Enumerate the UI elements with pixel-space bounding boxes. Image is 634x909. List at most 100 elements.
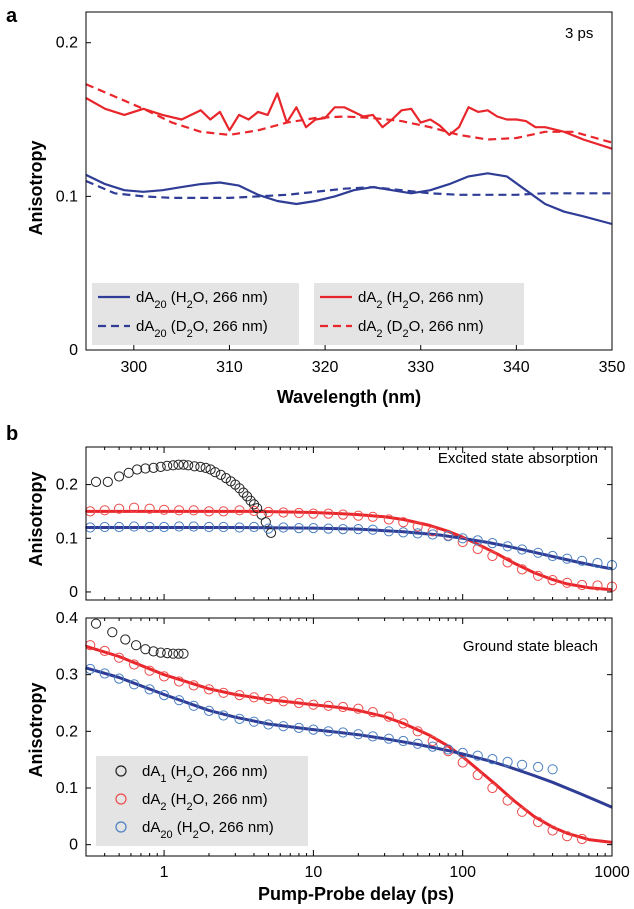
panel-label-b: b [6,423,18,445]
chart-b-bottom-point-s3 [308,724,319,735]
chart-b-top-point-s3 [337,524,349,535]
chart-b-top-annotation: Excited state absorption [438,450,598,467]
chart-b-bottom-point-s3 [533,761,544,773]
chart-b-bottom-point-s2 [412,726,423,737]
chart-b-bottom-point-s3 [502,756,513,768]
chart-b-top-point-s2 [278,507,289,518]
chart-b-bottom-point-s3 [293,722,304,734]
chart-b-bottom-point-s3 [174,695,185,706]
chart-b-top-point-s2 [502,557,513,568]
chart-b-top-point-s3 [547,550,558,562]
chart-b-bottom-point-s3 [383,733,394,744]
chart-b-top-point-s2 [457,536,468,548]
chart-b-top-point-s2 [472,543,483,555]
chart-b-top-point-s2 [367,511,378,522]
chart-b-bottom-point-s2 [114,652,125,663]
chart-b-bottom-point-s3 [547,764,558,775]
chart-b-bottom-point-s3 [99,668,110,679]
chart-b-top-point-s2 [203,506,215,517]
chart-b-top-point-s3 [234,522,245,533]
chart-b-top-point-s2 [234,505,245,516]
chart-b-top-point-s2 [562,577,573,588]
chart-b-top-point-s2 [293,507,304,519]
chart-b-top-point-s2 [114,503,125,514]
chart-b-top-point-s2 [576,579,588,591]
chart-b-top-point-s1 [189,461,200,472]
chart-b-bottom-frame [85,617,613,857]
chart-b-top-point-s3 [457,533,468,544]
chart-b-top-point-s1 [248,499,260,510]
chart-a-series-line-4 [85,83,613,144]
chart-b-bottom-point-s3 [218,710,229,721]
chart-b-bottom-point-s3 [188,700,199,711]
chart-a-series-line-2 [85,179,612,199]
chart-a-annotation: 3 ps [565,25,593,42]
chart-b-top-point-s3 [99,521,110,533]
chart-b-top-point-s2 [353,510,364,521]
chart-b-top-point-s3 [367,524,378,535]
chart-a: 3 ps Wavelength (nm) Anisotropy 300 310 32… [26,11,625,407]
chart-b-bottom-legend-marker-2 [115,793,127,805]
chart-b-top-point-s3 [174,521,185,532]
chart-b-top-point-s3 [218,521,229,533]
chart-a-x-tick-label: 310 [216,359,243,376]
chart-b-top-point-s3 [308,523,319,534]
chart-a-legend-box-1 [92,283,299,345]
chart-b-bottom-point-s2 [174,676,185,687]
chart-b-bottom-point-s3 [487,754,498,765]
chart-b-top-fit-line-2 [86,526,613,571]
chart-b-top-point-s1 [238,487,249,498]
chart-b-top-point-s1 [114,471,125,482]
chart-b-top-point-s2 [323,508,334,519]
chart-b-bottom-point-s3 [159,690,170,701]
chart-b-top-point-s2 [533,570,544,581]
chart-b-bottom-point-s2 [278,696,289,707]
chart-b-top-point-s3 [188,521,199,532]
chart-b-bottom-legend-marker-3 [115,821,127,833]
chart-b-top-point-s3 [427,529,438,540]
chart-b-bottom-point-s3 [353,729,364,740]
chart-a-legend-box-2 [314,283,524,345]
chart-b-bottom-point-s3 [337,727,349,738]
chart-a-legend-label-4: dA2 (D2O, 266 nm) [358,318,484,340]
chart-b-top-y-tick-label: 0.1 [56,530,78,547]
chart-b-bottom-point-s2 [547,825,558,836]
chart-b-bottom-point-s2 [427,735,438,747]
chart-a-x-tick-label: 330 [407,359,434,376]
chart-b-top-point-s1 [200,462,211,473]
chart-b-bottom-point-s3 [114,673,125,684]
chart-b-bottom-point-s3 [443,744,454,755]
chart-b-top-point-s1 [90,476,102,487]
chart-b-top-point-s2 [412,521,423,532]
chart-b-bottom-point-s2 [323,700,334,711]
chart-b-bottom-legend-marker-1 [115,765,127,777]
chart-b-top-point-s1 [148,462,159,473]
chart-b-top-y-axis-title: Anisotropy [26,471,46,566]
chart-b-top-point-s3 [517,544,528,555]
chart-b-top-point-s3 [203,521,215,533]
chart-b-bottom-point-s3 [323,726,334,737]
chart-b-top-point-s2 [129,502,140,513]
chart-b-top-point-s2 [517,564,528,575]
chart-b-bottom-point-s1 [168,648,179,659]
chart-b-top-point-s1 [210,467,221,478]
chart-b-bottom-point-s2 [218,687,229,698]
chart-b-bottom-y-tick-label: 0.2 [56,723,78,740]
chart-b-bottom-y-axis-title: Anisotropy [26,682,46,777]
chart-b-bottom-point-s1 [173,648,184,659]
chart-b-top-point-s3 [323,523,334,534]
chart-b-bottom-point-s1 [162,648,173,659]
chart-b-top-point-s1 [132,464,143,475]
chart-b-top-point-s1 [173,459,184,470]
chart-b-top-point-s2 [263,506,274,518]
chart-b-bottom-legend-label-3: dA20 (H2O, 266 nm) [142,819,274,841]
chart-b-top-point-s3 [487,538,498,549]
chart-b-bottom-legend-box [96,756,308,846]
chart-b-bottom-point-s1 [107,627,118,638]
chart-b-top-point-s2 [144,503,155,514]
chart-b-bottom-point-s3 [398,735,409,747]
chart-b-top-point-s2 [427,526,438,537]
chart-b-top-frame [85,446,613,601]
chart-b-top-point-s2 [592,580,603,591]
chart-b-top-point-s2 [383,514,394,525]
